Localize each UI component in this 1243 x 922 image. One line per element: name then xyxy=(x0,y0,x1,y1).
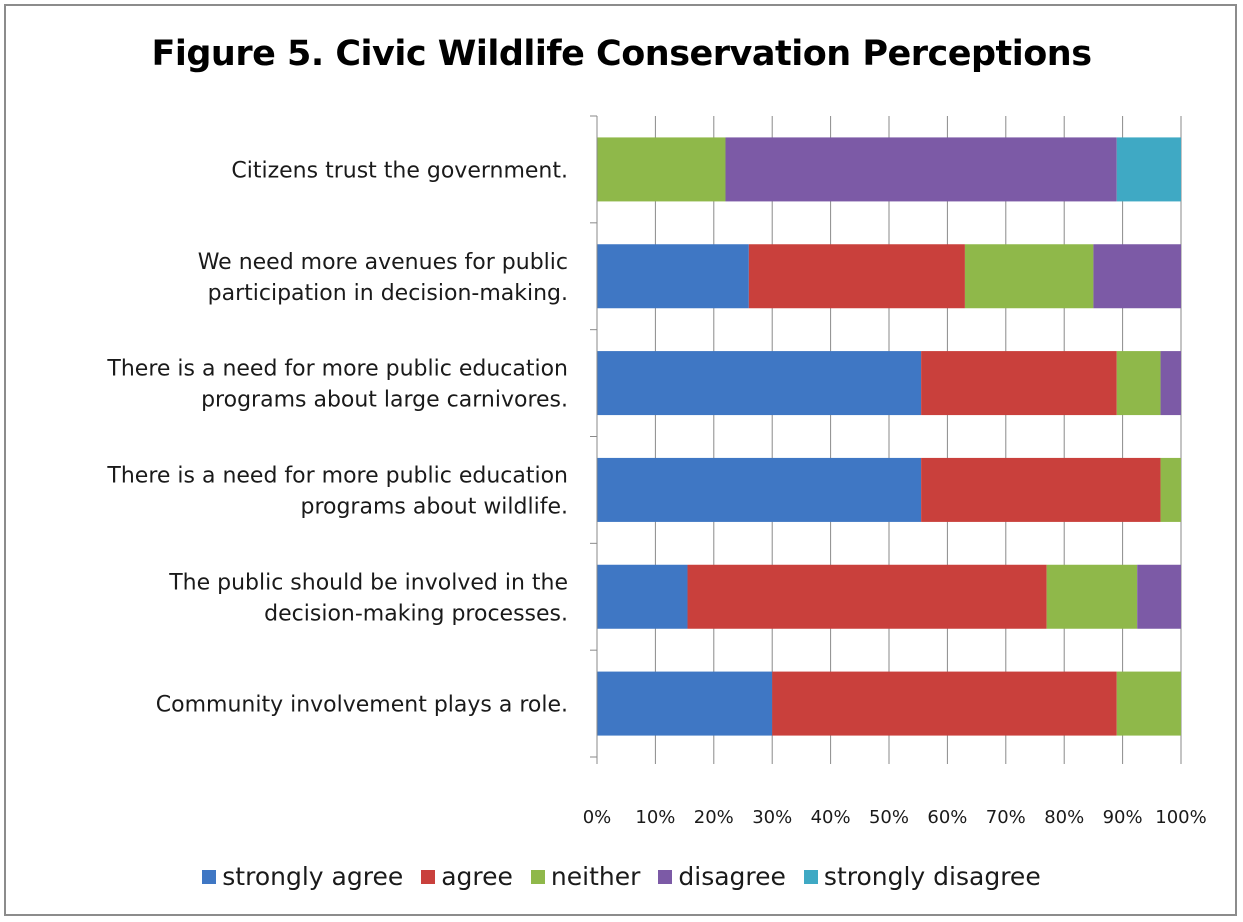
legend-label: strongly disagree xyxy=(823,862,1041,891)
bar-segment xyxy=(921,351,1117,416)
category-label: Citizens trust the government. xyxy=(231,158,568,183)
x-tick-label: 80% xyxy=(1044,807,1084,828)
x-tick-label: 100% xyxy=(1155,807,1206,828)
chart-title: Figure 5. Civic Wildlife Conservation Pe… xyxy=(151,34,1092,74)
bar-segment xyxy=(597,244,749,309)
legend-item: neither xyxy=(530,862,641,891)
legend-label: agree xyxy=(441,862,513,891)
legend-item: disagree xyxy=(658,862,786,891)
bar-segment xyxy=(921,457,1161,522)
category-label: The public should be involved in the xyxy=(168,570,568,595)
bar-segment xyxy=(1116,137,1181,202)
bar-segment xyxy=(597,671,773,736)
x-tick-label: 0% xyxy=(583,807,612,828)
bar-segment xyxy=(1093,244,1181,309)
bar-segment xyxy=(1160,457,1181,522)
bar-segment xyxy=(964,244,1094,309)
bar-segment xyxy=(597,564,688,629)
bar-segment xyxy=(1137,564,1181,629)
x-tick-label: 40% xyxy=(811,807,851,828)
chart-legend: strongly agree agree neither disagree strong… xyxy=(0,862,1243,891)
legend-swatch xyxy=(530,870,545,884)
legend-swatch xyxy=(421,870,436,884)
bar-segment xyxy=(597,351,922,416)
legend-swatch xyxy=(803,870,818,884)
category-label: There is a need for more public educatio… xyxy=(106,463,568,488)
legend-label: neither xyxy=(550,862,641,891)
bar-segment xyxy=(687,564,1047,629)
category-label: Community involvement plays a role. xyxy=(156,693,568,718)
legend-swatch xyxy=(202,870,217,884)
bar-segment xyxy=(1116,671,1181,736)
bar-segment xyxy=(597,457,922,522)
x-tick-label: 10% xyxy=(635,807,675,828)
x-tick-label: 20% xyxy=(694,807,734,828)
bar-segment xyxy=(748,244,965,309)
legend-label: strongly agree xyxy=(222,862,404,891)
category-label: programs about large carnivores. xyxy=(201,388,568,413)
x-tick-label: 60% xyxy=(927,807,967,828)
category-label: programs about wildlife. xyxy=(300,494,568,519)
legend-item: strongly disagree xyxy=(803,862,1041,891)
category-label: decision-making processes. xyxy=(264,601,568,626)
x-tick-label: 50% xyxy=(869,807,909,828)
bar-segment xyxy=(597,137,726,202)
category-label: There is a need for more public educatio… xyxy=(106,357,568,382)
x-tick-label: 70% xyxy=(986,807,1026,828)
bar-segment xyxy=(1046,564,1138,629)
category-label: participation in decision-making. xyxy=(208,281,568,306)
bar-segment xyxy=(725,137,1117,202)
legend-item: strongly agree xyxy=(202,862,403,891)
category-label: We need more avenues for public xyxy=(198,250,568,275)
bar-segment xyxy=(1116,351,1161,416)
bar-segment xyxy=(772,671,1117,736)
legend-item: agree xyxy=(421,862,513,891)
legend-label: disagree xyxy=(678,862,786,891)
legend-swatch xyxy=(658,870,673,884)
x-tick-label: 90% xyxy=(1103,807,1143,828)
x-tick-label: 30% xyxy=(752,807,792,828)
bar-segment xyxy=(1160,351,1181,416)
